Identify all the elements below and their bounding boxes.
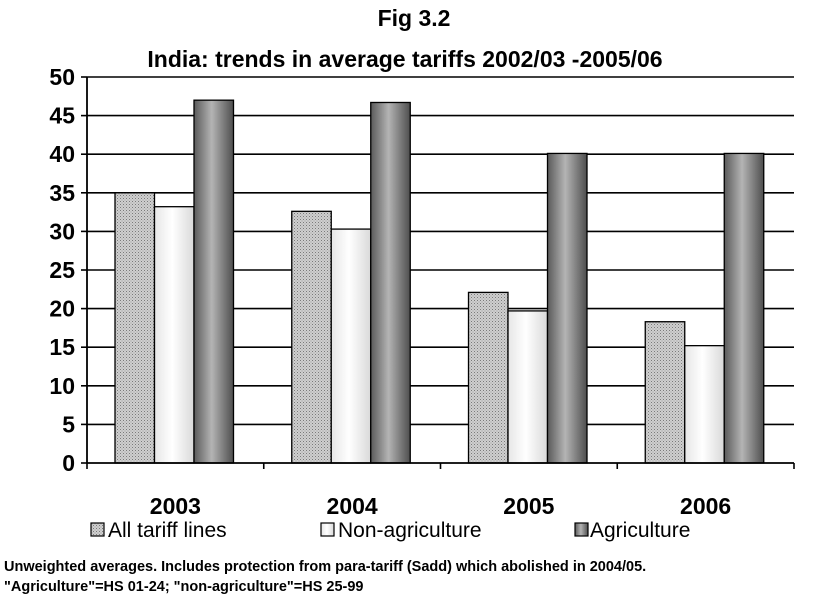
bar-agriculture-2003 — [193, 99, 235, 464]
y-tick-label: 40 — [49, 141, 75, 167]
y-tick-label: 45 — [49, 103, 75, 129]
legend-swatch-all-tariff-lines — [90, 522, 105, 537]
y-tick-label: 0 — [62, 450, 75, 476]
chart-subtitle: India: trends in average tariffs 2002/03… — [147, 46, 662, 72]
x-category-label: 2005 — [503, 493, 554, 519]
legend: All tariff lines Non-agriculture Agricultu… — [90, 519, 690, 542]
x-category-label: 2006 — [680, 493, 731, 519]
bar-non-agriculture-2004 — [330, 228, 372, 464]
bar-all-tariff-lines-2003 — [114, 192, 156, 464]
footnote-line-2: "Agriculture"=HS 01-24; "non-agriculture… — [4, 579, 364, 595]
bar-all-tariff-lines-2005 — [467, 291, 509, 464]
bar-all-tariff-lines-2006 — [644, 321, 686, 464]
footnote-line-1: Unweighted averages. Includes protection… — [4, 559, 647, 575]
y-tick-label: 35 — [49, 180, 75, 206]
bar-agriculture-2004 — [370, 101, 411, 464]
bar-agriculture-2005 — [546, 152, 588, 464]
y-tick-label: 10 — [49, 373, 75, 399]
y-tick-labels: 0 5 10 15 20 25 30 35 40 45 50 — [49, 64, 75, 476]
bar-non-agriculture-2005 — [507, 310, 549, 464]
bar-chart: Fig 3.2 India: trends in average tariffs… — [49, 5, 795, 542]
axes — [81, 76, 795, 469]
y-tick-label: 50 — [49, 64, 75, 90]
legend-swatch-non-agriculture — [320, 522, 335, 537]
x-category-label: 2004 — [327, 493, 378, 519]
chart-title: Fig 3.2 — [378, 5, 451, 31]
y-tick-label: 30 — [49, 218, 75, 244]
x-category-labels: 2003 2004 2005 2006 — [150, 493, 731, 519]
y-tick-label: 20 — [49, 296, 75, 322]
y-tick-label: 5 — [62, 411, 75, 437]
bar-non-agriculture-2003 — [153, 206, 195, 464]
legend-label: All tariff lines — [108, 519, 227, 542]
legend-label: Agriculture — [590, 519, 690, 542]
y-tick-label: 25 — [49, 257, 75, 283]
legend-label: Non-agriculture — [338, 519, 482, 542]
bar-all-tariff-lines-2004 — [291, 210, 332, 464]
bar-agriculture-2006 — [723, 152, 765, 464]
legend-swatch-agriculture — [574, 522, 589, 537]
y-tick-label: 15 — [49, 334, 75, 360]
bar-non-agriculture-2006 — [684, 345, 725, 464]
x-category-label: 2003 — [150, 493, 201, 519]
